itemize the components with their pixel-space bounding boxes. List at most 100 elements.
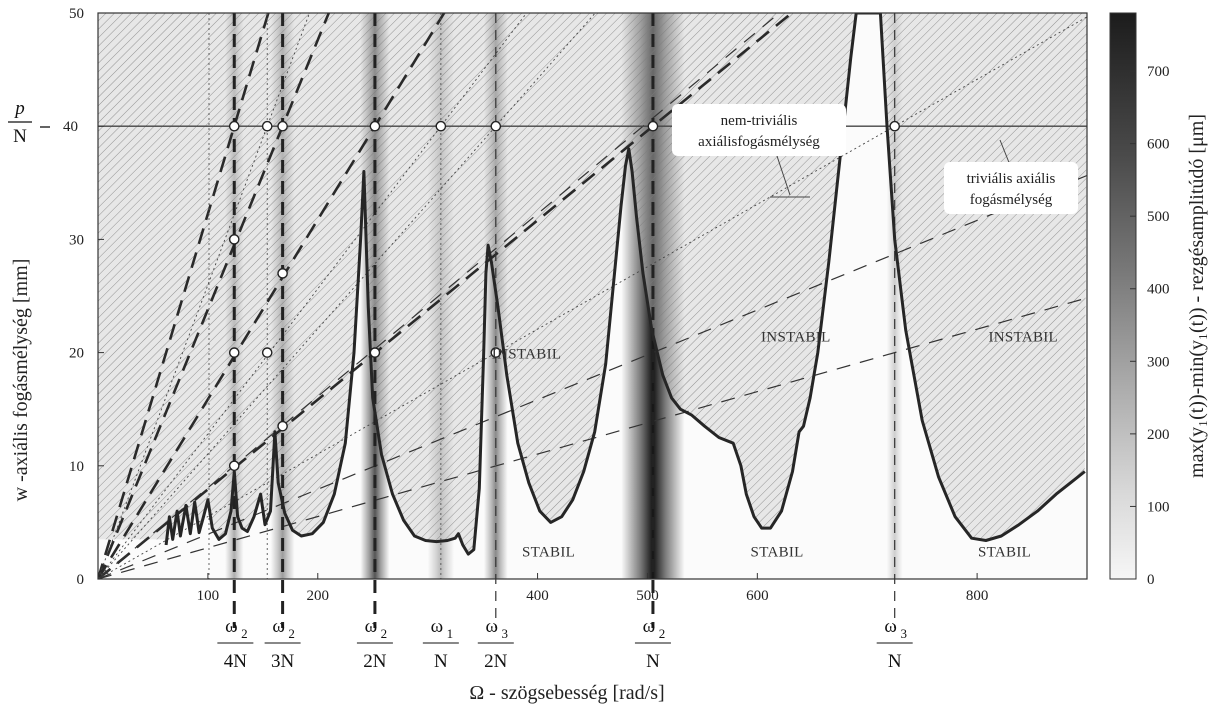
region-labels: INSTABIL INSTABIL INSTABIL STABIL STABIL STAB… bbox=[492, 329, 1058, 560]
resonance-fraction: ω 3 2N bbox=[477, 616, 514, 672]
fraction-numerator: ω bbox=[431, 616, 444, 637]
fraction-numerator: ω bbox=[884, 616, 897, 637]
resonance-fraction: ω 2 2N bbox=[356, 616, 393, 672]
region-label: INSTABIL bbox=[988, 329, 1058, 345]
annotation-nontrivial-box bbox=[672, 104, 846, 156]
colorbar-tick-label: 600 bbox=[1147, 137, 1170, 153]
p-over-n-denominator: N bbox=[13, 126, 27, 147]
fraction-subscript: 1 bbox=[447, 626, 454, 641]
annotation-trivial-line1: triviális axiális bbox=[967, 171, 1056, 187]
intersection-marker bbox=[369, 120, 381, 132]
x-axis-label: Ω - szögsebesség [rad/s] bbox=[469, 682, 664, 704]
ray-thick-dashed bbox=[98, 13, 446, 579]
resonance-fraction: ω 3 N bbox=[876, 616, 913, 672]
intersection-marker bbox=[228, 460, 240, 472]
intersection-marker bbox=[277, 268, 288, 279]
region-label: STABIL bbox=[978, 544, 1031, 560]
y-tick-label: 30 bbox=[69, 232, 84, 248]
fraction-subscript: 2 bbox=[659, 626, 666, 641]
intersection-marker bbox=[228, 120, 240, 132]
fraction-numerator: ω bbox=[643, 616, 656, 637]
colorbar-tick-label: 300 bbox=[1147, 354, 1170, 370]
plot-frame bbox=[97, 12, 1088, 580]
intersection-marker bbox=[277, 120, 288, 132]
p-over-n-label: p N bbox=[8, 98, 50, 147]
intersection-marker bbox=[228, 347, 240, 358]
intersection-marker bbox=[261, 120, 273, 132]
region-label: INSTABIL bbox=[492, 346, 562, 362]
resonance-fraction: ω 2 3N bbox=[264, 616, 301, 672]
x-tick-label: 400 bbox=[526, 588, 549, 604]
ray-thick-dashed bbox=[98, 13, 330, 579]
intersection-markers bbox=[228, 120, 900, 472]
fraction-subscript: 2 bbox=[381, 626, 388, 641]
x-tick-label: 100 bbox=[197, 588, 220, 604]
stability-boundary-curve bbox=[164, 13, 1086, 556]
x-axis: 100 200 400 500 600 800 bbox=[197, 573, 989, 604]
colorbar-tick-label: 100 bbox=[1147, 499, 1170, 515]
region-label: STABIL bbox=[522, 544, 575, 560]
y-tick-label: 50 bbox=[69, 6, 84, 22]
x-tick-label: 600 bbox=[746, 588, 769, 604]
colorbar-label: max(y₁(t))-min(y₁(t)) - rezgésamplitúdó … bbox=[1186, 114, 1208, 478]
region-label: INSTABIL bbox=[761, 329, 831, 345]
intersection-marker bbox=[647, 120, 659, 132]
annotation-trivial-box bbox=[944, 162, 1078, 214]
y-tick-label: 10 bbox=[69, 459, 84, 475]
colorbar-tick-label: 0 bbox=[1147, 572, 1155, 588]
colorbar-gradient bbox=[1109, 12, 1137, 580]
intersection-marker bbox=[277, 420, 288, 432]
fraction-numerator: ω bbox=[272, 616, 285, 637]
resonance-lines bbox=[208, 13, 896, 628]
colorbar-ticks: 0 100 200 300 400 500 600 700 bbox=[1130, 64, 1170, 588]
fraction-denominator: N bbox=[888, 651, 902, 672]
resonance-fraction: ω 1 N bbox=[422, 616, 459, 672]
ray-dotted bbox=[98, 13, 596, 579]
intersection-marker bbox=[261, 347, 273, 358]
y-tick-label: 0 bbox=[77, 572, 85, 588]
annotation-nontrivial-line2: axiálisfogásmélység bbox=[698, 134, 820, 150]
annotation-nontrivial: nem-triviális axiálisfogásmélység bbox=[672, 104, 846, 198]
fraction-subscript: 3 bbox=[900, 626, 907, 641]
ray-dotted bbox=[98, 13, 527, 579]
intersection-marker bbox=[490, 347, 502, 358]
ray-dotted bbox=[98, 13, 310, 579]
fraction-subscript: 2 bbox=[241, 626, 248, 641]
y-axis-label: w -axiális fogásmélység [mm] bbox=[10, 259, 32, 502]
intersection-marker bbox=[228, 234, 240, 245]
colorbar: 0 100 200 300 400 500 600 700 max(y₁(t))-min(y₁… bbox=[1109, 12, 1208, 588]
intersection-marker bbox=[435, 120, 447, 132]
fraction-numerator: ω bbox=[365, 616, 378, 637]
ray-thin-dashed bbox=[98, 13, 780, 579]
annotation-trivial-line2: fogásmélység bbox=[970, 192, 1053, 208]
fraction-numerator: ω bbox=[225, 616, 238, 637]
fraction-denominator: 2N bbox=[484, 651, 508, 672]
resonance-fraction: ω 2 N bbox=[634, 616, 671, 672]
colorbar-tick-label: 700 bbox=[1147, 64, 1170, 80]
intersection-marker bbox=[369, 347, 381, 358]
fraction-denominator: 3N bbox=[271, 651, 295, 672]
y-tick-label: 40 bbox=[63, 119, 78, 135]
y-tick-label: 20 bbox=[69, 346, 84, 362]
fraction-denominator: N bbox=[646, 651, 660, 672]
fraction-subscript: 2 bbox=[288, 626, 295, 641]
annotation-trivial: triviális axiális fogásmélység bbox=[944, 139, 1078, 214]
fraction-denominator: 4N bbox=[224, 651, 248, 672]
intersection-marker bbox=[889, 120, 900, 132]
x-tick-label: 500 bbox=[636, 588, 659, 604]
x-tick-label: 800 bbox=[966, 588, 989, 604]
p-over-n-numerator: p bbox=[13, 98, 25, 119]
annotation-nontrivial-line1: nem-triviális bbox=[721, 113, 798, 129]
region-label: STABIL bbox=[751, 544, 804, 560]
colorbar-tick-label: 400 bbox=[1147, 282, 1170, 298]
colorbar-tick-label: 500 bbox=[1147, 209, 1170, 225]
x-tick-label: 200 bbox=[307, 588, 330, 604]
y-axis: 0 10 20 30 50 40 bbox=[63, 6, 104, 588]
fraction-denominator: N bbox=[434, 651, 448, 672]
fraction-numerator: ω bbox=[486, 616, 499, 637]
fraction-denominator: 2N bbox=[363, 651, 387, 672]
colorbar-tick-label: 200 bbox=[1147, 427, 1170, 443]
intersection-marker bbox=[490, 120, 502, 132]
